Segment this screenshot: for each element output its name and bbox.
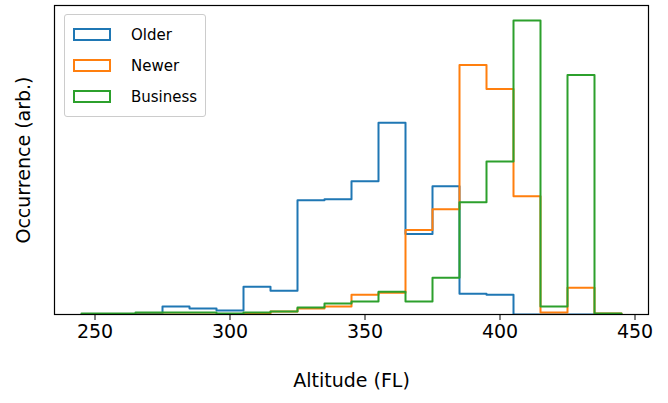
svg-text:Altitude (FL): Altitude (FL)	[293, 369, 410, 391]
svg-text:450: 450	[617, 320, 653, 342]
svg-text:400: 400	[482, 320, 518, 342]
svg-text:300: 300	[212, 320, 248, 342]
html-text:Older: Older	[131, 25, 172, 44]
html-text:Newer: Newer	[131, 56, 180, 75]
svg-text:250: 250	[77, 320, 113, 342]
svg-text:350: 350	[347, 320, 383, 342]
svg-text:Occurrence (arb.): Occurrence (arb.)	[12, 76, 34, 243]
html-text:Business: Business	[131, 87, 198, 106]
